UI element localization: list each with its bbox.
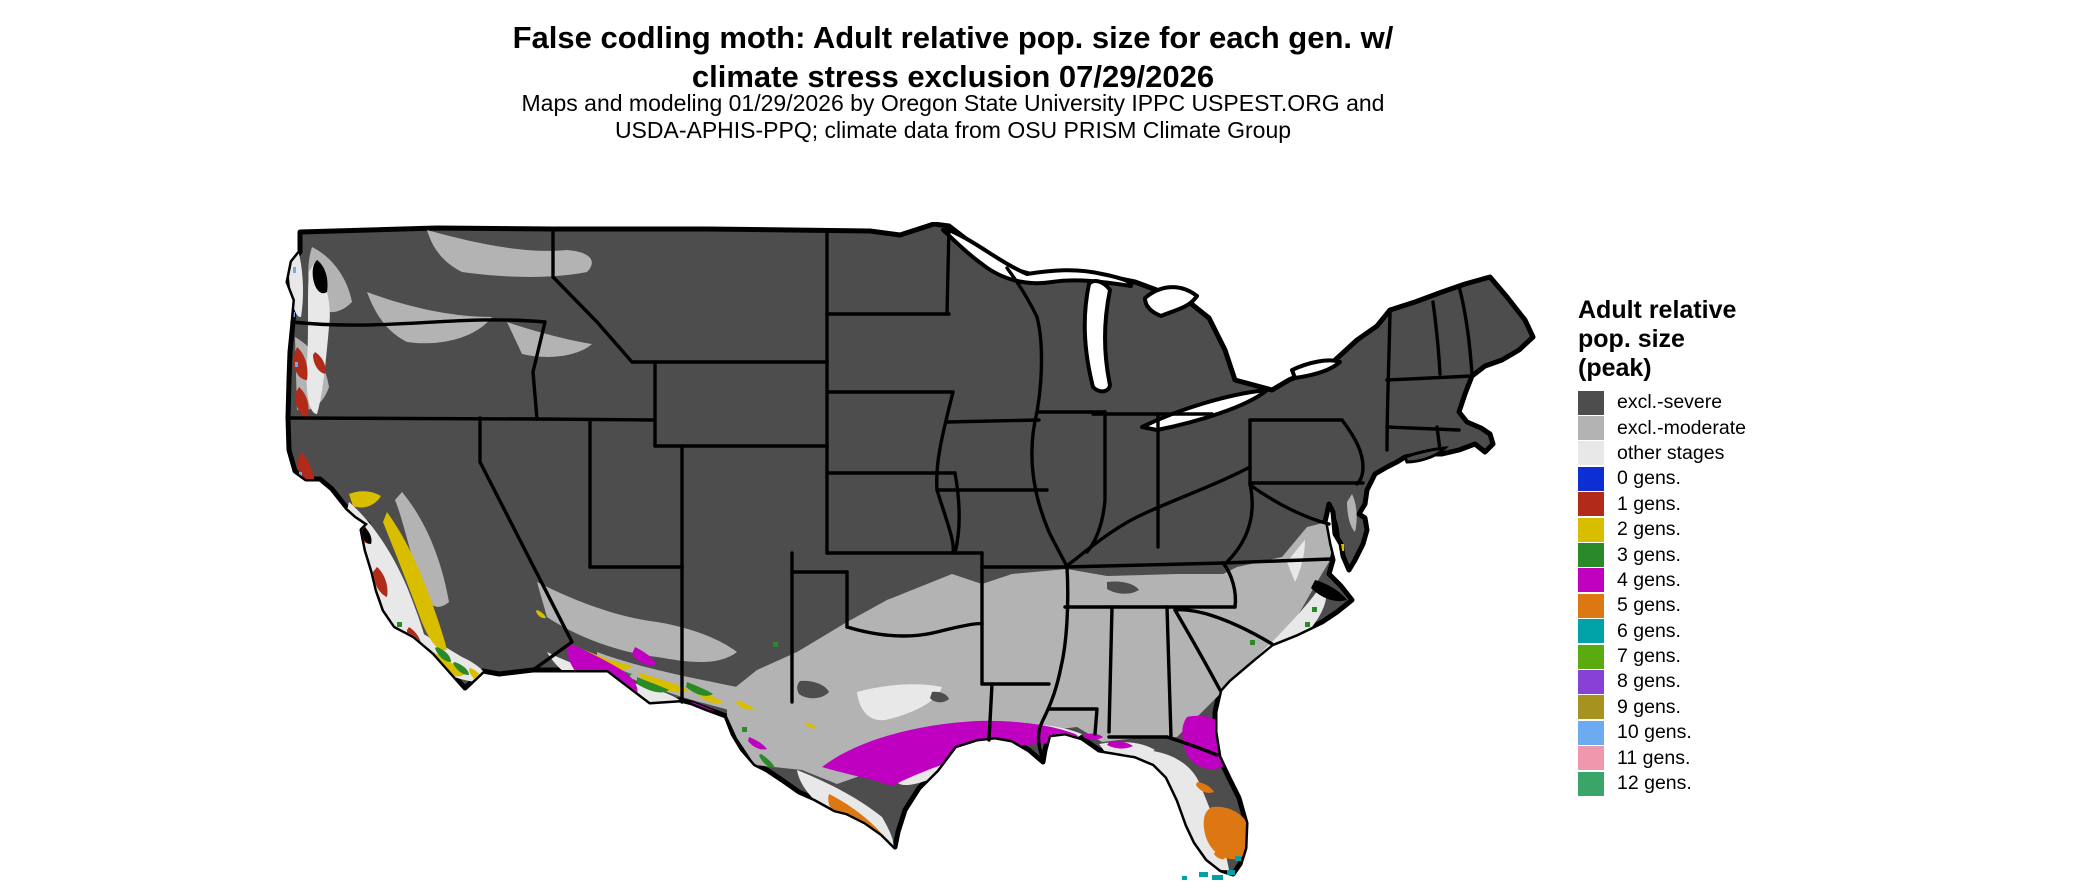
map-layer-excl-severe-spots <box>797 581 1139 703</box>
lake-superior <box>941 228 1134 288</box>
legend-swatch-6-gens <box>1578 619 1604 644</box>
florida-keys <box>1182 870 1235 880</box>
legend-items: excl.-severe excl.-moderate other stages 0 … <box>1578 390 1878 796</box>
legend-label-6-gens: 6 gens. <box>1617 619 1681 642</box>
lake-michigan <box>1082 279 1112 394</box>
legend-title: Adult relative pop. size (peak) <box>1578 296 1878 383</box>
legend-swatch-excl-severe <box>1578 390 1604 415</box>
legend-label-excl-moderate: excl.-moderate <box>1617 416 1746 439</box>
legend-swatch-1-gens <box>1578 492 1604 517</box>
legend-item-5-gens: 5 gens. <box>1578 593 1878 618</box>
legend-title-line-2: pop. size <box>1578 325 1685 353</box>
legend-item-11-gens: 11 gens. <box>1578 745 1878 771</box>
legend-item-excl-moderate: excl.-moderate <box>1578 415 1878 441</box>
map-layer-3-gens <box>397 607 1317 768</box>
legend-label-11-gens: 11 gens. <box>1617 746 1691 769</box>
legend-label-12-gens: 12 gens. <box>1617 772 1692 795</box>
legend-item-6-gens: 6 gens. <box>1578 619 1878 644</box>
legend-item-other-stages: other stages <box>1578 441 1878 466</box>
legend-swatch-3-gens <box>1578 543 1604 568</box>
legend-label-3-gens: 3 gens. <box>1617 543 1681 566</box>
legend-label-2-gens: 2 gens. <box>1617 518 1681 541</box>
legend-label-1-gens: 1 gens. <box>1617 492 1681 515</box>
legend-label-other-stages: other stages <box>1617 441 1725 464</box>
great-lakes <box>941 228 1342 432</box>
legend-label-5-gens: 5 gens. <box>1617 594 1681 617</box>
legend-item-2-gens: 2 gens. <box>1578 517 1878 542</box>
legend-swatch-7-gens <box>1578 644 1604 669</box>
legend-label-excl-severe: excl.-severe <box>1617 391 1723 414</box>
subtitle-line-2: USDA-APHIS-PPQ; climate data from OSU PR… <box>614 117 1292 143</box>
legend-item-10-gens: 10 gens. <box>1578 720 1878 745</box>
legend-title-line-3: (peak) <box>1578 354 1652 382</box>
map-layer-6-gens <box>1235 856 1241 861</box>
legend-label-7-gens: 7 gens. <box>1617 645 1681 668</box>
legend-swatch-5-gens <box>1578 593 1604 618</box>
state-borders <box>286 224 1474 762</box>
legend-label-10-gens: 10 gens. <box>1617 721 1692 744</box>
legend-label-9-gens: 9 gens. <box>1617 695 1681 718</box>
legend-item-4-gens: 4 gens. <box>1578 568 1878 593</box>
legend-swatch-9-gens <box>1578 695 1604 720</box>
lake-ontario <box>1290 358 1342 380</box>
page-subtitle: Maps and modeling 01/29/2026 by Oregon S… <box>0 90 1906 144</box>
legend-item-12-gens: 12 gens. <box>1578 771 1878 796</box>
legend-label-4-gens: 4 gens. <box>1617 568 1681 591</box>
legend-item-9-gens: 9 gens. <box>1578 695 1878 720</box>
us-risk-map <box>237 221 1567 888</box>
legend-swatch-0-gens <box>1578 466 1604 491</box>
legend-item-3-gens: 3 gens. <box>1578 542 1878 568</box>
legend-title-line-1: Adult relative <box>1578 296 1737 324</box>
map-legend: Adult relative pop. size (peak) excl.-se… <box>1578 296 1878 796</box>
title-line-2: climate stress exclusion 07/29/2026 <box>691 59 1215 94</box>
lake-erie <box>1140 388 1269 432</box>
legend-label-8-gens: 8 gens. <box>1617 670 1681 693</box>
legend-swatch-2-gens <box>1578 517 1604 542</box>
legend-swatch-10-gens <box>1578 720 1604 745</box>
legend-swatch-excl-moderate <box>1578 416 1604 441</box>
legend-item-8-gens: 8 gens. <box>1578 669 1878 694</box>
subtitle-line-1: Maps and modeling 01/29/2026 by Oregon S… <box>521 90 1385 116</box>
title-line-1: False codling moth: Adult relative pop. … <box>512 20 1394 55</box>
legend-swatch-8-gens <box>1578 669 1604 694</box>
legend-item-7-gens: 7 gens. <box>1578 644 1878 669</box>
legend-label-0-gens: 0 gens. <box>1617 467 1681 490</box>
long-island <box>1403 446 1450 464</box>
legend-item-1-gens: 1 gens. <box>1578 492 1878 517</box>
legend-swatch-11-gens <box>1578 746 1604 771</box>
legend-swatch-other-stages <box>1578 441 1604 466</box>
legend-swatch-12-gens <box>1578 771 1604 796</box>
us-map-svg <box>285 221 1536 880</box>
page-title: False codling moth: Adult relative pop. … <box>0 18 1906 96</box>
legend-swatch-4-gens <box>1578 568 1604 593</box>
legend-item-0-gens: 0 gens. <box>1578 466 1878 491</box>
legend-item-excl-severe: excl.-severe <box>1578 390 1878 415</box>
lake-huron <box>1143 285 1199 318</box>
